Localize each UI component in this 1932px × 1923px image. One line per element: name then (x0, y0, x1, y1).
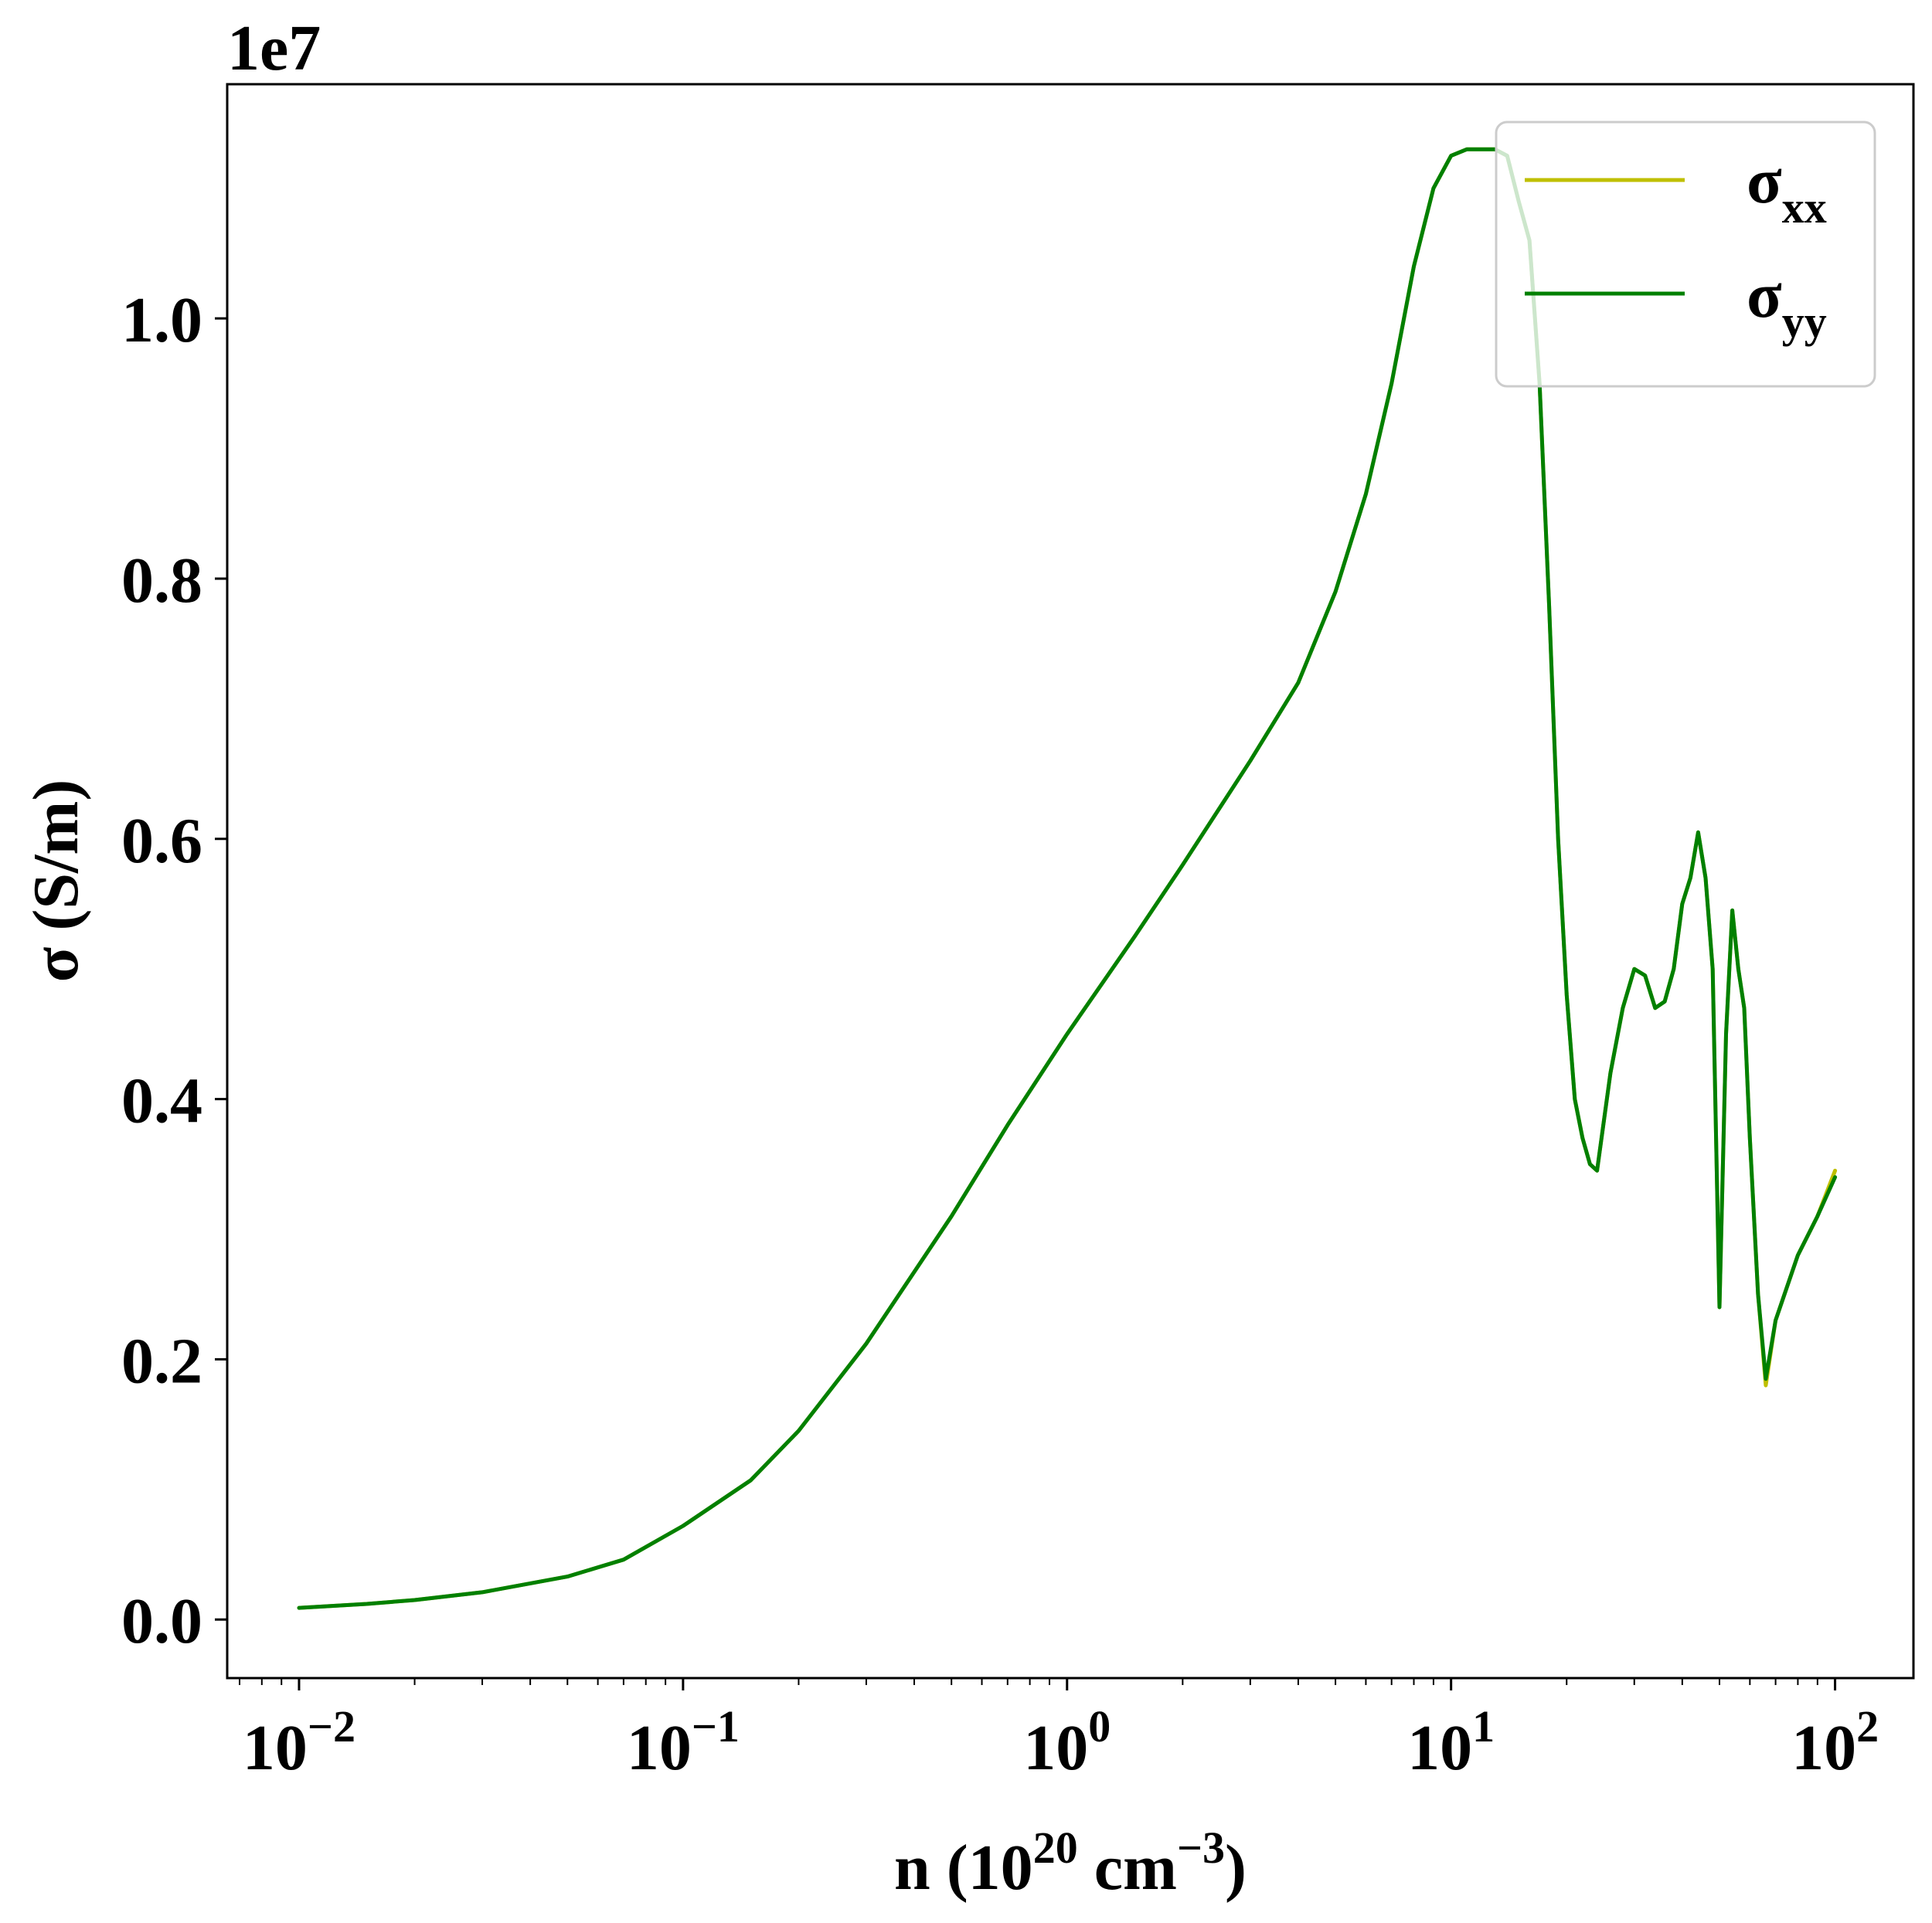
x-tick-label: 10−2 (243, 1701, 355, 1784)
x-axis-label: n (1020 cm−3) (894, 1823, 1247, 1904)
y-tick-label: 0.8 (121, 545, 202, 617)
y-axis-label: σ (S/m) (20, 780, 92, 983)
legend-label-sigma-yy-sub: yy (1782, 297, 1827, 347)
x-tick-label-base: 10 (243, 1712, 308, 1784)
x-axis-label-mid: cm (1078, 1832, 1177, 1904)
x-tick-label-exp: −2 (308, 1701, 355, 1751)
plot-frame (226, 83, 1915, 1680)
x-tick-label-exp: 2 (1856, 1701, 1879, 1751)
x-tick-label-exp: −1 (692, 1701, 740, 1751)
series-line-yy (297, 147, 1838, 1610)
y-tick-label: 0.6 (121, 805, 202, 877)
legend-label-sigma-yy-base: σ (1747, 260, 1782, 331)
y-tick-label: 0.4 (121, 1065, 202, 1137)
legend: σxx σyy (1495, 121, 1876, 388)
series-layer (297, 147, 1838, 1610)
y-offset-label: 1e7 (227, 12, 321, 84)
x-axis-label-base: n (10 (894, 1832, 1033, 1904)
x-tick-label: 100 (1023, 1701, 1111, 1784)
x-tick-label-base: 10 (1023, 1712, 1088, 1784)
y-axis-ticks: 0.0 0.2 0.4 0.6 0.8 1.0 (121, 284, 227, 1657)
x-axis-label-exp2: −3 (1177, 1823, 1225, 1873)
y-tick-label: 0.2 (121, 1325, 202, 1397)
x-tick-label: 102 (1791, 1701, 1879, 1784)
x-tick-label-base: 10 (1791, 1712, 1856, 1784)
y-tick-label: 0.0 (121, 1585, 202, 1657)
legend-label-sigma-xx-base: σ (1747, 145, 1782, 217)
x-tick-label-exp: 1 (1472, 1701, 1495, 1751)
x-tick-label-exp: 0 (1088, 1701, 1111, 1751)
x-tick-label: 10−1 (627, 1701, 740, 1784)
x-axis-label-exp1: 20 (1033, 1823, 1078, 1873)
x-axis-ticks: 10−2 10−1 100 101 102 (243, 1678, 1879, 1784)
legend-box (1495, 121, 1876, 388)
x-axis-label-end: ) (1225, 1832, 1247, 1904)
legend-label-sigma-yy: σyy (1747, 260, 1827, 347)
legend-label-sigma-xx: σxx (1747, 145, 1827, 233)
x-tick-label-base: 10 (1407, 1712, 1472, 1784)
x-tick-label-base: 10 (627, 1712, 692, 1784)
x-tick-label: 101 (1407, 1701, 1495, 1784)
y-tick-label: 1.0 (121, 284, 202, 356)
legend-label-sigma-xx-sub: xx (1782, 182, 1827, 233)
